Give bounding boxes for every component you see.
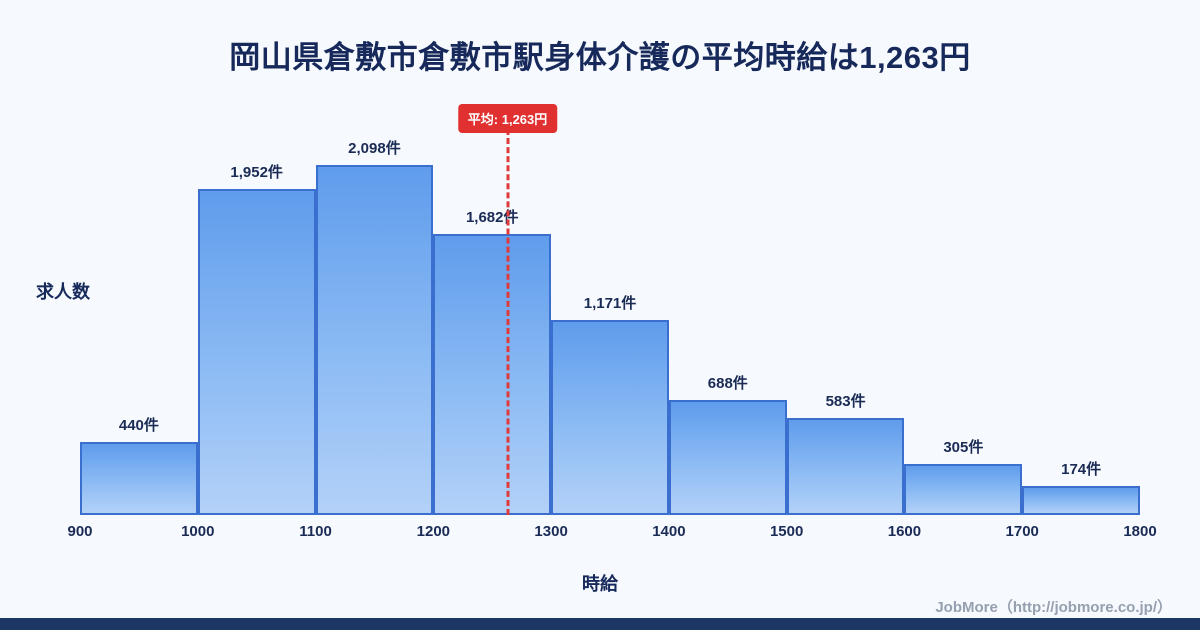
bar-value-label: 688件 [707,375,748,392]
histogram-bar [668,400,787,515]
histogram-bar [904,464,1023,515]
x-tick-label: 1500 [769,523,804,540]
histogram-bar [80,442,198,515]
bar-value-label: 1,952件 [230,164,283,181]
bar-value-label: 583件 [825,393,866,410]
bar-column: 583件 [786,150,905,515]
histogram-bar [315,165,434,515]
average-line [506,129,510,515]
histogram-bar [551,320,669,515]
bar-value-label: 174件 [1061,461,1102,478]
bar-column: 174件 [1022,150,1141,515]
x-tick-label: 1100 [299,523,332,540]
x-axis-label: 時給 [582,574,618,594]
bars-container: 440件 1,952件 2,098件 1,682件 1,171件 688件 583件 305件… [80,140,1141,515]
histogram-bar [786,418,905,515]
bar-value-label: 1,171件 [583,295,637,312]
bar-column: 2,098件 [315,140,434,515]
bar-value-label: 440件 [118,417,159,434]
bar-column: 1,682件 [433,150,552,515]
bar-value-label: 305件 [943,439,984,456]
bottom-strip [0,618,1200,630]
bar-value-label: 2,098件 [348,140,401,157]
y-axis-label: 求人数 [36,282,90,302]
x-tick-label: 1800 [1123,523,1157,540]
page-title: 岡山県倉敷市倉敷市駅身体介護の平均時給は1,263円 [229,40,971,75]
x-tick-label: 1700 [1005,523,1039,540]
histogram-plot-area: 440件 1,952件 2,098件 1,682件 1,171件 688件 583件 305件… [67,104,1157,540]
average-badge: 平均: 1,263円 [457,104,558,133]
x-tick-label: 1300 [534,523,568,540]
histogram-bar [433,234,552,515]
bar-value-label: 1,682件 [465,209,519,226]
x-tick-label: 1400 [652,523,686,540]
bar-column: 440件 [80,150,198,515]
x-tick-label: 1600 [887,523,922,540]
histogram-bar [1022,486,1141,515]
bar-column: 1,171件 [551,150,669,515]
x-tick-label: 900 [67,523,93,540]
histogram-bar [197,189,316,515]
footer-credit: JobMore（http://jobmore.co.jp/） [935,599,1172,616]
bar-column: 1,952件 [197,150,316,515]
bar-column: 688件 [668,150,787,515]
bar-column: 305件 [904,150,1023,515]
x-tick-label: 1000 [181,523,215,540]
x-tick-label: 1200 [416,523,451,540]
